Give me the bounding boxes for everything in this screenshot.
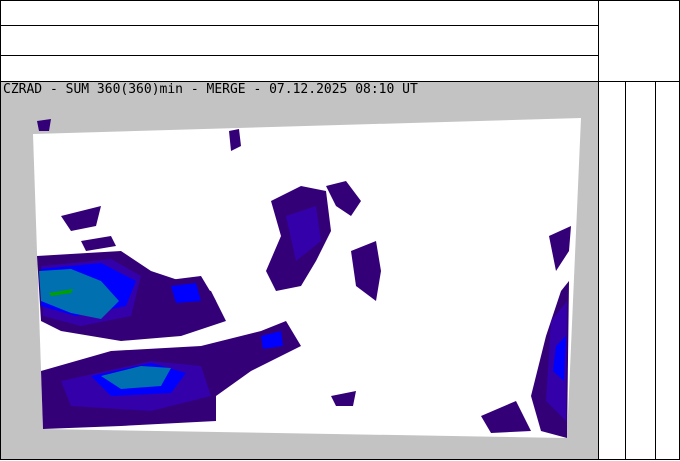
- header-row-2: [0, 25, 599, 56]
- header-row-1: [0, 0, 599, 26]
- header-right-panel: [598, 0, 680, 82]
- legend-column-1: [598, 81, 626, 460]
- header-row-3: [0, 55, 599, 82]
- precip-level-4: [39, 269, 171, 389]
- radar-map: CZRAD - SUM 360(360)min - MERGE - 07.12.…: [0, 81, 599, 460]
- precip-level-5: [49, 289, 73, 296]
- radar-image: [33, 118, 581, 438]
- map-title: CZRAD - SUM 360(360)min - MERGE - 07.12.…: [3, 82, 418, 97]
- legend-column-2: [625, 81, 656, 460]
- legend-column-3: [655, 81, 680, 460]
